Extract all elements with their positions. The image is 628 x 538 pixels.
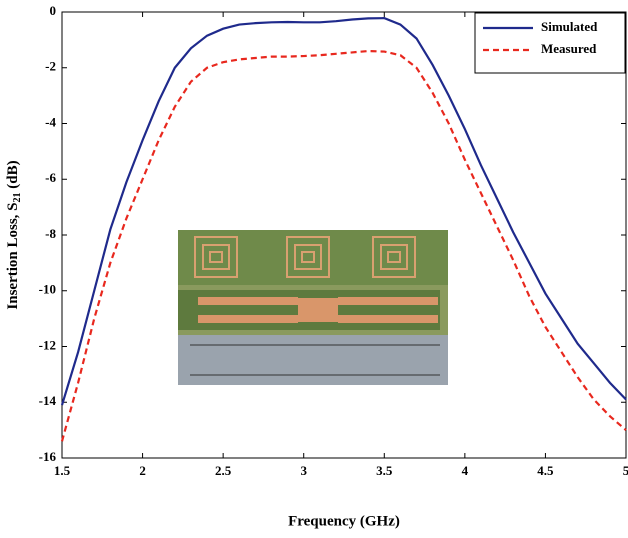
y-tick-label: -16 xyxy=(39,449,57,464)
y-tick-label: -6 xyxy=(45,170,56,185)
y-label-sub: 21 xyxy=(12,192,23,202)
y-tick-label: -4 xyxy=(45,114,56,129)
legend-label: Measured xyxy=(541,41,597,56)
y-tick-label: -2 xyxy=(45,59,56,74)
x-tick-label: 4 xyxy=(462,463,469,478)
y-tick-label: -10 xyxy=(39,282,56,297)
series-line xyxy=(60,17,627,406)
y-tick-label: -8 xyxy=(45,226,56,241)
x-tick-label: 4.5 xyxy=(537,463,554,478)
y-tick-label: 0 xyxy=(50,3,57,18)
legend-label: Simulated xyxy=(541,19,598,34)
inset-photo xyxy=(178,230,448,385)
y-tick-label: -12 xyxy=(39,337,56,352)
legend-box xyxy=(474,12,626,74)
y-label-main: Insertion Loss, S xyxy=(5,202,21,309)
x-tick-label: 2.5 xyxy=(215,463,232,478)
y-axis-label: Insertion Loss, S21 (dB) xyxy=(5,160,23,309)
x-tick-label: 1.5 xyxy=(54,463,71,478)
x-tick-label: 3 xyxy=(300,463,307,478)
x-axis-label: Frequency (GHz) xyxy=(288,513,400,529)
x-tick-label: 2 xyxy=(139,463,146,478)
y-tick-label: -14 xyxy=(39,393,57,408)
legend: Simulated Measured xyxy=(474,12,626,74)
x-tick-label: 3.5 xyxy=(376,463,393,478)
series-line xyxy=(60,49,627,442)
y-label-unit: (dB) xyxy=(5,160,21,192)
x-tick-label: 5 xyxy=(623,463,628,478)
